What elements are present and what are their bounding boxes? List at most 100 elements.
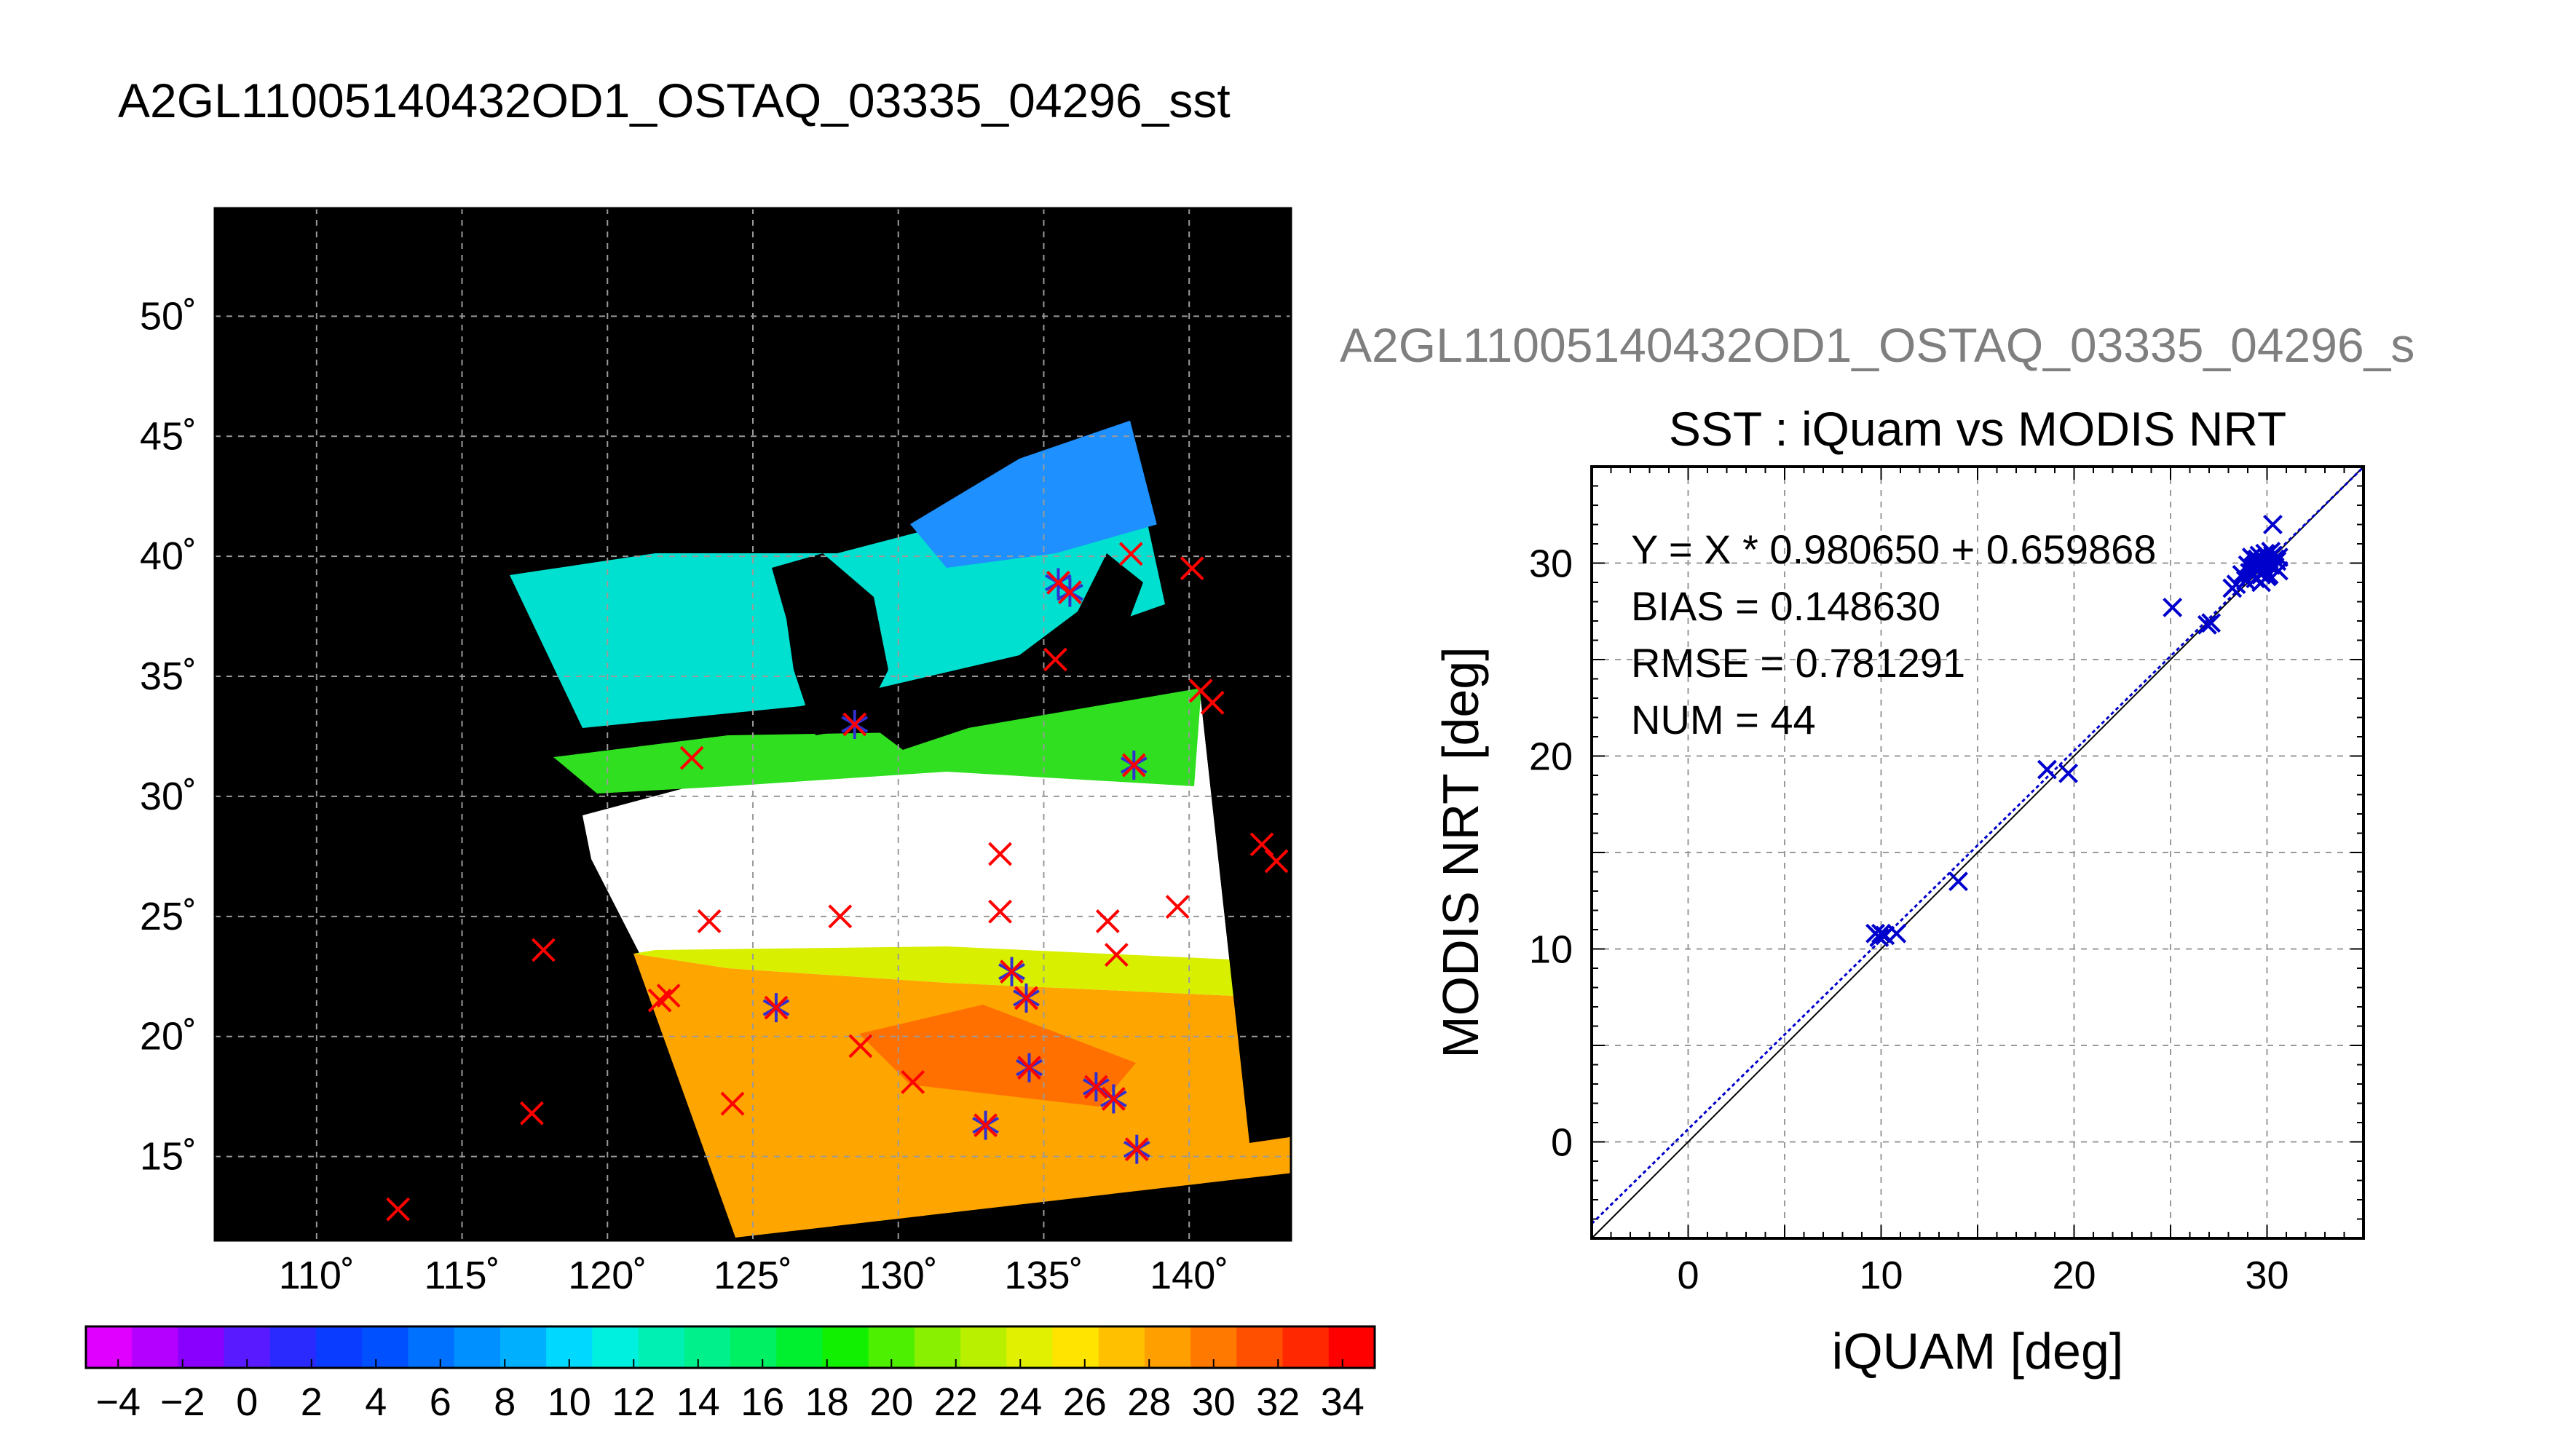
colorbar-segment (776, 1326, 824, 1368)
colorbar-segment (1144, 1326, 1192, 1368)
map-x-tick-label: 130˚ (859, 1254, 938, 1297)
map-buoy-marker (1104, 943, 1129, 967)
map-y-tick-label: 15˚ (140, 1135, 197, 1179)
map-buoy-marker (679, 745, 704, 770)
colorbar-segment (592, 1326, 639, 1368)
map-y-tick-label: 25˚ (140, 895, 197, 938)
sst-band-green (553, 688, 1201, 794)
sst-band-blue (910, 419, 1158, 568)
map-x-tick-label: 115˚ (424, 1254, 500, 1297)
colorbar-tick-label: −2 (160, 1380, 205, 1424)
colorbar-tick-label: 28 (1127, 1380, 1171, 1424)
map-buoy-marker (1121, 753, 1146, 778)
map-markers (386, 542, 1289, 1222)
map-buoy-marker (1180, 556, 1204, 581)
colorbar-segment (132, 1326, 179, 1368)
map-buoy-marker (1095, 909, 1120, 933)
colorbar-tick-label: 20 (869, 1380, 913, 1424)
colorbar-segment (499, 1326, 548, 1368)
map-buoy-marker (1165, 895, 1190, 919)
colorbar-tick-label: 30 (1192, 1380, 1236, 1424)
colorbar-tick-label: 8 (494, 1380, 516, 1424)
map-buoy-marker (828, 904, 853, 929)
map-imagery (510, 208, 1291, 1238)
map-x-tick-labels: 110˚ 115˚ 120˚ 125˚ 130˚ 135˚ 140˚ (279, 1254, 1228, 1297)
map-buoy-marker (1000, 960, 1024, 984)
colorbar-segment (316, 1326, 363, 1368)
colorbar-segment (684, 1326, 731, 1368)
map-y-tick-label: 35˚ (140, 654, 197, 698)
colorbar-tick-label: 2 (301, 1380, 323, 1424)
map-buoy-marker (901, 1069, 925, 1094)
map-y-tick-label: 50˚ (140, 294, 197, 338)
land-korea (772, 553, 888, 735)
colorbar-tick-label: 34 (1321, 1380, 1365, 1424)
map-buoy-marker (1043, 647, 1067, 672)
colorbar-tick-label: 6 (430, 1380, 451, 1424)
colorbar-segment (822, 1326, 869, 1368)
map-y-tick-label: 30˚ (140, 775, 197, 818)
map-buoy-marker (1017, 1056, 1041, 1080)
map-buoy-marker (988, 899, 1012, 924)
map-y-tick-labels: 15˚ 20˚ 25˚ 30˚ 35˚ 40˚ 45˚ 50˚ (140, 294, 197, 1178)
map-frame (213, 207, 1292, 1242)
map-buoy-marker (1124, 1137, 1149, 1162)
colorbar-segment (960, 1326, 1008, 1368)
map-buoy-marker (1118, 542, 1143, 566)
outside-swath-right (1129, 208, 1291, 1143)
colorbar-segment (1328, 1326, 1375, 1368)
colorbar-segment (1098, 1326, 1145, 1368)
map-buoy-marker (842, 712, 867, 737)
scatter-subtitle: A2GL11005140432OD1_OSTAQ_03335_04296_s (1340, 318, 2415, 372)
colorbar-segment (86, 1326, 133, 1368)
colorbar-tick-label: 0 (236, 1380, 258, 1424)
colorbar-segment (408, 1326, 455, 1368)
colorbar-segment (454, 1326, 501, 1368)
map-buoy-marker (720, 1091, 745, 1116)
colorbar-segment (1052, 1326, 1099, 1368)
map-buoy-marker (848, 1034, 873, 1059)
map-x-tick-label: 110˚ (279, 1254, 355, 1297)
colorbar-tick-label: 22 (934, 1380, 978, 1424)
map-buoy-marker (531, 938, 556, 962)
colorbar-segment (1006, 1326, 1054, 1368)
colorbar-tick-label: −4 (95, 1380, 141, 1424)
land-japan (874, 553, 1143, 750)
map-buoy-marker (1083, 1075, 1108, 1099)
map-buoy-marker (1057, 580, 1082, 605)
colorbar-segment (178, 1326, 225, 1368)
colorbar-tick-label: 32 (1256, 1380, 1300, 1424)
colorbar-segment (730, 1326, 778, 1368)
map-y-tick-label: 45˚ (140, 414, 197, 458)
colorbar-tick-label: 12 (612, 1380, 655, 1424)
colorbar-tick-label: 24 (998, 1380, 1042, 1424)
colorbar-tick-label: 4 (365, 1380, 387, 1424)
map-buoy-marker (697, 909, 722, 933)
map-buoy-marker (656, 984, 681, 1008)
map-buoy-marker (1101, 1087, 1126, 1111)
map-y-tick-label: 20˚ (140, 1015, 197, 1059)
colorbar-segment (1282, 1326, 1330, 1368)
map-buoy-marker (1014, 986, 1038, 1010)
map-grid (215, 208, 1291, 1241)
colorbar-segment (269, 1326, 317, 1368)
map-y-tick-label: 40˚ (140, 534, 197, 578)
map-buoy-marker (519, 1101, 544, 1125)
map-buoy-marker (1249, 832, 1274, 857)
colorbar-tick-label: 16 (741, 1380, 784, 1424)
map-x-tick-label: 120˚ (568, 1254, 647, 1297)
map-buoy-marker (386, 1197, 411, 1222)
sst-band-warm (633, 954, 1291, 1238)
map-buoy-marker (974, 1113, 998, 1138)
colorbar-tick-label: 10 (548, 1380, 591, 1424)
map-x-tick-label: 125˚ (714, 1254, 792, 1297)
colorbar-segment (914, 1326, 962, 1368)
map-x-tick-label: 140˚ (1150, 1254, 1228, 1297)
map-buoy-marker (988, 842, 1012, 866)
sst-band-hot (859, 1005, 1136, 1107)
colorbar-tick-label: 26 (1063, 1380, 1107, 1424)
map-buoy-marker (1264, 849, 1289, 874)
map-buoy-marker (764, 995, 789, 1020)
colorbar-segment (1236, 1326, 1284, 1368)
